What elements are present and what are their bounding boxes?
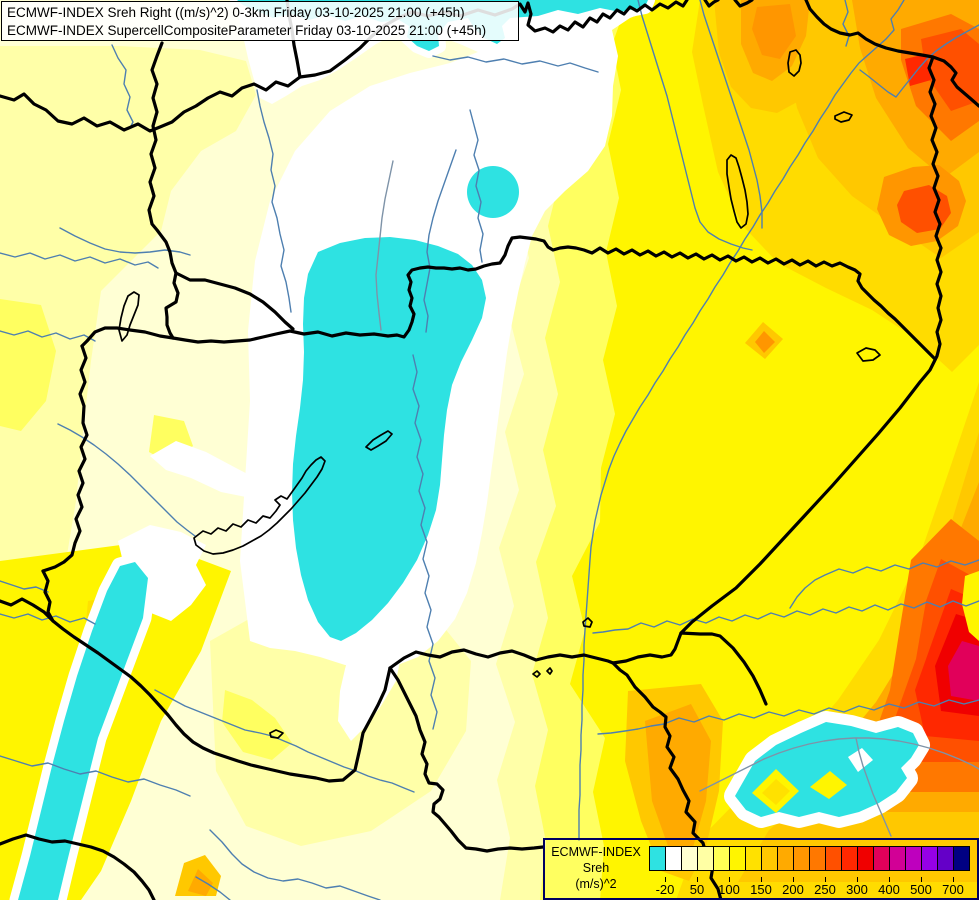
colorbar-tick — [921, 877, 922, 882]
legend-title-model: ECMWF-INDEX — [551, 845, 641, 859]
map-title-line-1: ECMWF-INDEX Sreh Right ((m/s)^2) 0-3km F… — [7, 5, 465, 20]
legend-titles: ECMWF-INDEX Sreh (m/s)^2 — [545, 844, 647, 892]
colorbar-cell — [665, 846, 682, 871]
colorbar-cell — [857, 846, 874, 871]
colorbar-cell — [761, 846, 778, 871]
colorbar-tick-label: 50 — [689, 882, 705, 897]
colorbar-tick — [889, 877, 890, 882]
colorbar-cell — [729, 846, 746, 871]
river-hernad — [637, 0, 753, 251]
rivers-gray — [375, 160, 979, 837]
river-zala — [57, 423, 196, 537]
map-title-box: ECMWF-INDEX Sreh Right ((m/s)^2) 0-3km F… — [1, 1, 519, 41]
colorbar-cell — [649, 846, 666, 871]
colorbar-cell — [873, 846, 890, 871]
colorbar-tick — [953, 877, 954, 882]
colorbar-tick-label: 700 — [942, 882, 964, 897]
colorbar-cell — [825, 846, 842, 871]
border-west-south — [41, 344, 89, 573]
colorbar-cell — [681, 846, 698, 871]
colorbar-cell — [937, 846, 954, 871]
colorbar-cell — [713, 846, 730, 871]
cyan-sw-strip — [18, 562, 148, 900]
colorbar-tick — [857, 877, 858, 882]
colorbar-tick-label: 200 — [782, 882, 804, 897]
river-danube-south — [412, 354, 438, 730]
colorbar-cell — [905, 846, 922, 871]
colorbar-tick — [697, 877, 698, 882]
legend-box: ECMWF-INDEX Sreh (m/s)^2 -20 50 100 150 200 2… — [543, 838, 979, 900]
colorbar-cell — [745, 846, 762, 871]
border-croatia-serbia — [388, 666, 545, 853]
colorbar-tick — [761, 877, 762, 882]
cyan-small-blob — [467, 166, 519, 218]
colorbar-tick-label: 400 — [878, 882, 900, 897]
border-croatia — [0, 597, 392, 783]
map-title-line-2: ECMWF-INDEX SupercellCompositeParameter … — [7, 23, 487, 38]
river-bodrog — [859, 24, 979, 98]
legend-title-param: Sreh — [582, 861, 610, 875]
colorbar-tick-label: 250 — [814, 882, 836, 897]
colorbar-cell — [793, 846, 810, 871]
colorbar-tick-label: 100 — [718, 882, 740, 897]
colorbar-tick — [729, 877, 730, 882]
border-south — [388, 631, 768, 706]
colorbar-cell — [889, 846, 906, 871]
legend-title-unit: (m/s)^2 — [575, 877, 617, 891]
colorbar-tick — [825, 877, 826, 882]
river-tisza — [578, 0, 905, 841]
colorbar-tick-label: -20 — [655, 882, 675, 897]
colorbar-cell — [921, 846, 938, 871]
lake-ferto — [118, 291, 140, 342]
lake-balaton — [193, 456, 326, 555]
colorbar-cell — [953, 846, 970, 871]
border-east — [679, 55, 943, 635]
border-west-vertical — [147, 41, 180, 340]
cyan-central-blob — [292, 237, 486, 641]
river-vah — [256, 89, 292, 313]
colorbar-tick — [793, 877, 794, 882]
colorbar-tick-label: 150 — [750, 882, 772, 897]
lake-tisza — [856, 347, 881, 362]
lake-outlines — [118, 49, 881, 739]
river-maros — [597, 699, 979, 735]
colorbar-cell — [777, 846, 794, 871]
border-danube-slovakia — [171, 235, 937, 361]
colorbar-tick-label: 300 — [846, 882, 868, 897]
colorbar-cell — [841, 846, 858, 871]
lake-velence — [365, 430, 393, 451]
colorbar-cell — [809, 846, 826, 871]
colorbar-cell — [697, 846, 714, 871]
river-koros — [592, 600, 979, 634]
colorbar-tick-label: 500 — [910, 882, 932, 897]
colorbar-tick — [665, 877, 666, 882]
river-drava — [154, 689, 415, 793]
border-northeast — [804, 0, 979, 108]
